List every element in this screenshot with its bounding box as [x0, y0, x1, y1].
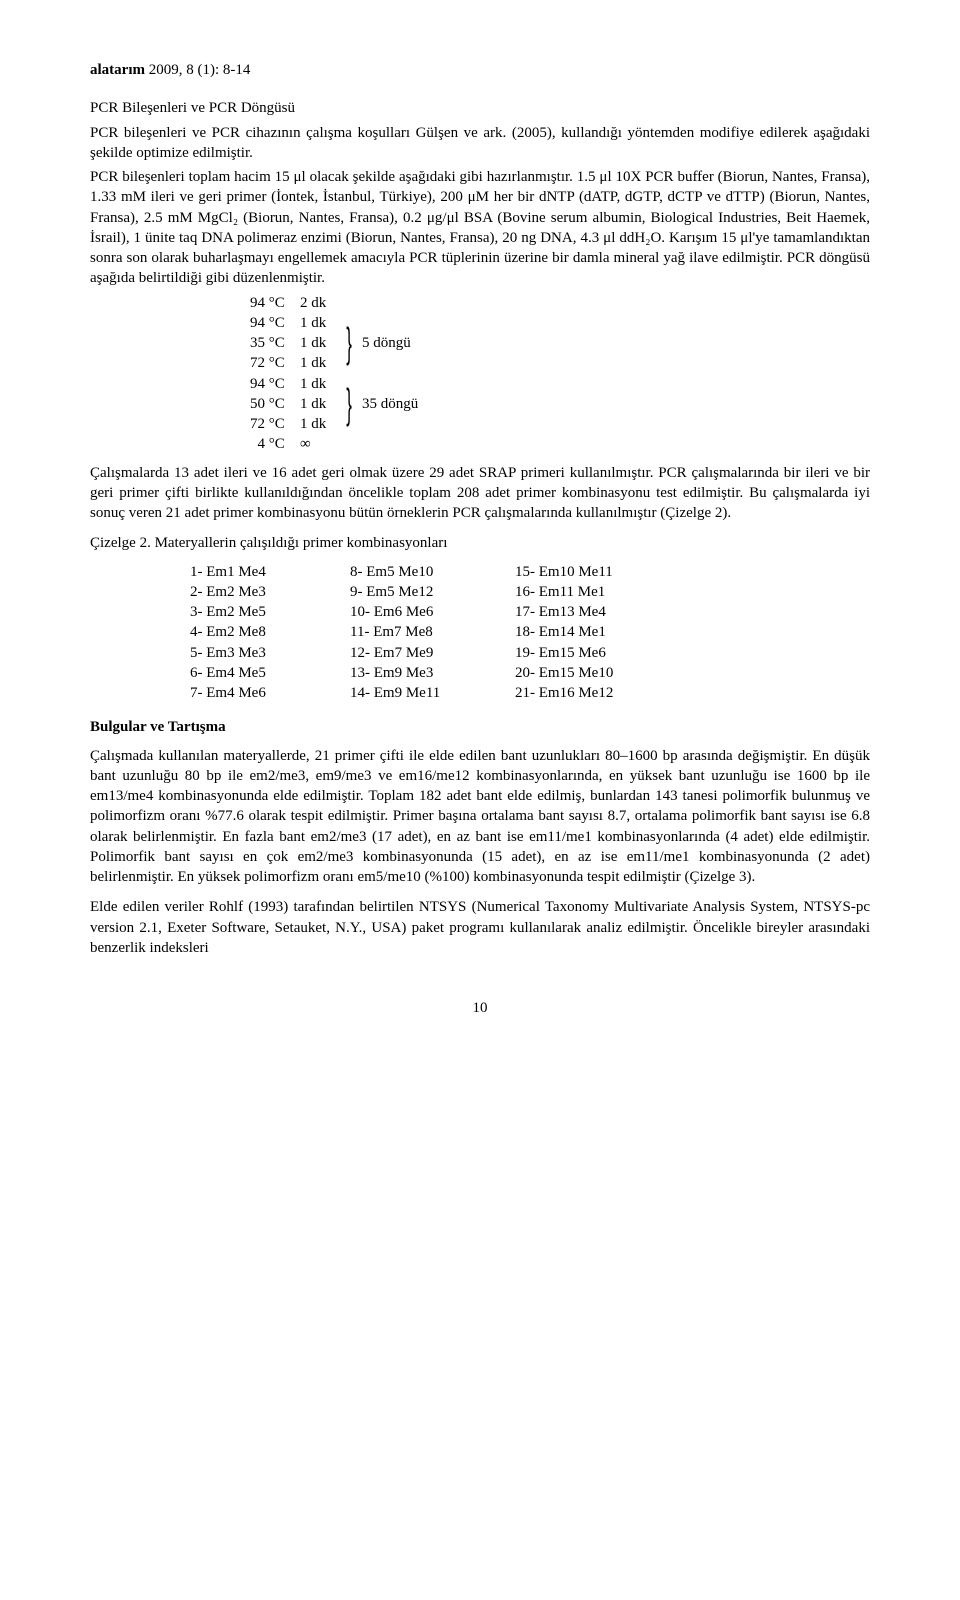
table-caption: Çizelge 2. Materyallerin çalışıldığı pri…	[90, 533, 870, 553]
table-row: 2- Em2 Me39- Em5 Me1216- Em11 Me1	[190, 582, 870, 602]
pcr-cycle-block: 94 °C 2 dk 94 °C1 dk 35 °C1 dk 72 °C1 dk…	[250, 293, 870, 455]
brace-icon: }	[346, 333, 352, 353]
primer-table: 1- Em1 Me48- Em5 Me1015- Em10 Me11 2- Em…	[190, 562, 870, 704]
cycle-dur: ∞	[300, 434, 340, 454]
table-row: 7- Em4 Me614- Em9 Me1121- Em16 Me12	[190, 683, 870, 703]
cycle-group-label: 35 döngü	[362, 394, 418, 414]
journal-issue: 2009, 8 (1): 8-14	[145, 62, 250, 78]
cycle-dur: 1 dk	[300, 333, 340, 353]
table-row: 5- Em3 Me312- Em7 Me919- Em15 Me6	[190, 643, 870, 663]
para-intro: PCR bileşenleri ve PCR cihazının çalışma…	[90, 123, 870, 164]
brace-icon: }	[346, 394, 352, 414]
cycle-temp: 94 °C	[250, 313, 300, 333]
cycle-temp: 4 °C	[250, 434, 300, 454]
cycle-temp: 94 °C	[250, 374, 300, 394]
para-results-1: Çalışmada kullanılan materyallerde, 21 p…	[90, 746, 870, 888]
running-header: alatarım 2009, 8 (1): 8-14	[90, 60, 870, 80]
table-row: 4- Em2 Me811- Em7 Me818- Em14 Me1	[190, 622, 870, 642]
table-row: 3- Em2 Me510- Em6 Me617- Em13 Me4	[190, 602, 870, 622]
cycle-dur: 1 dk	[300, 414, 340, 434]
page-number: 10	[90, 998, 870, 1018]
para-results-2: Elde edilen veriler Rohlf (1993) tarafın…	[90, 897, 870, 958]
cycle-temp: 94 °C	[250, 293, 300, 313]
cycle-dur: 1 dk	[300, 313, 340, 333]
cycle-temp: 72 °C	[250, 353, 300, 373]
cycle-temp: 35 °C	[250, 333, 300, 353]
cycle-dur: 1 dk	[300, 353, 340, 373]
cycle-temp: 50 °C	[250, 394, 300, 414]
subheading-pcr: PCR Bileşenleri ve PCR Döngüsü	[90, 98, 870, 118]
cycle-dur: 2 dk	[300, 293, 340, 313]
cycle-dur: 1 dk	[300, 374, 340, 394]
para-components: PCR bileşenleri toplam hacim 15 μl olaca…	[90, 167, 870, 289]
cycle-group-label: 5 döngü	[362, 333, 411, 353]
table-row: 6- Em4 Me513- Em9 Me320- Em15 Me10	[190, 663, 870, 683]
section-heading: Bulgular ve Tartışma	[90, 717, 870, 737]
cycle-dur: 1 dk	[300, 394, 340, 414]
journal-name: alatarım	[90, 62, 145, 78]
cycle-temp: 72 °C	[250, 414, 300, 434]
para-primers: Çalışmalarda 13 adet ileri ve 16 adet ge…	[90, 463, 870, 524]
table-row: 1- Em1 Me48- Em5 Me1015- Em10 Me11	[190, 562, 870, 582]
